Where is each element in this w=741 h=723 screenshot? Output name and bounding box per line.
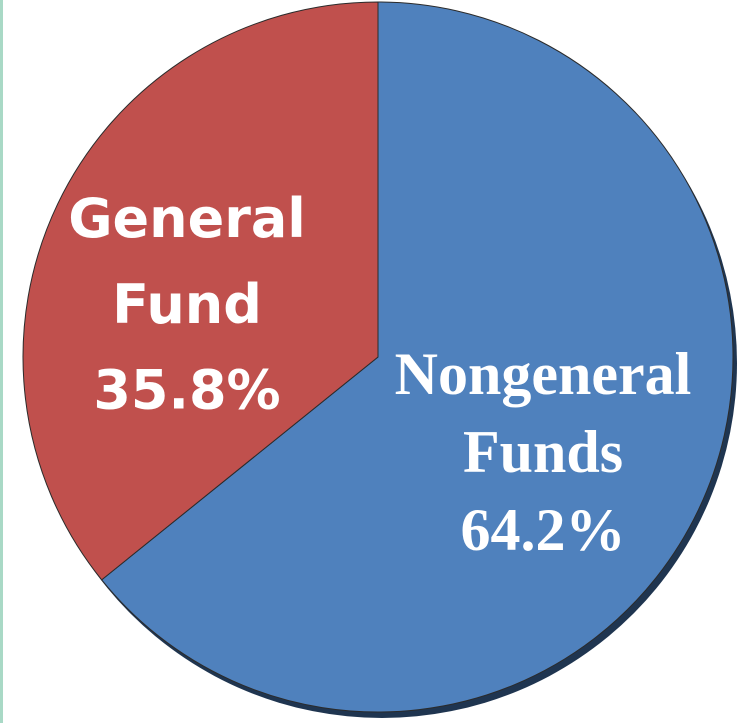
left-border [0,0,3,723]
slice-value-label: 35.8% [93,359,280,422]
slice-label: General Fund [68,187,306,336]
slice-label-line: Nongeneral [395,341,692,407]
pie-slice [100,1,734,713]
slice-label-line: Funds [463,419,623,485]
slice-value-label: 64.2% [461,497,626,563]
slice-label-line: General [68,187,306,250]
slice-label: Nongeneral Funds [395,341,692,485]
pie-slice [22,1,379,581]
slice-label-line: Fund [112,273,262,336]
